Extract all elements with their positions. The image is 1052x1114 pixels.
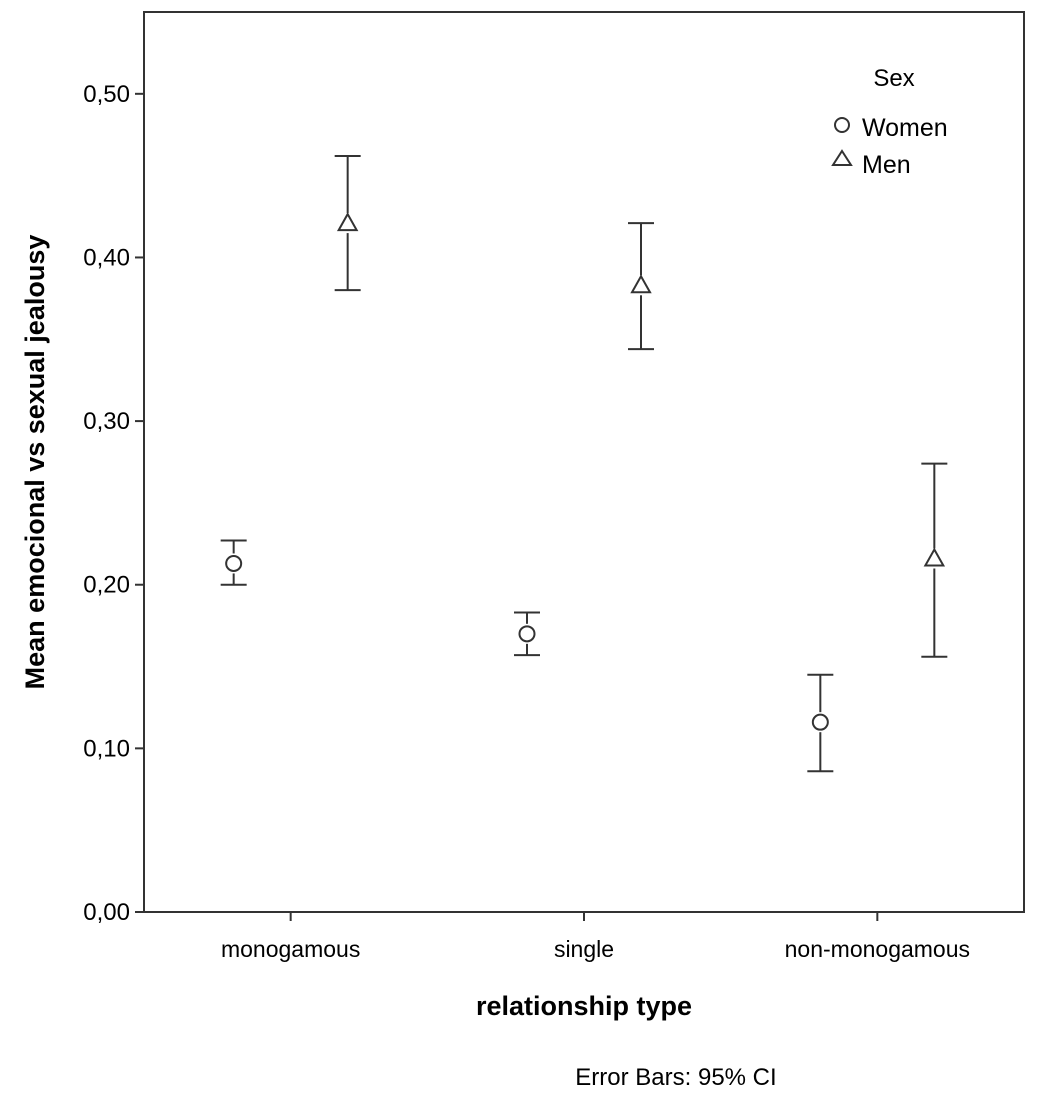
plot-frame bbox=[143, 11, 1025, 913]
legend-label-women: Women bbox=[862, 114, 948, 142]
mean-marker-triangle bbox=[630, 274, 652, 294]
x-axis-title: relationship type bbox=[476, 991, 692, 1021]
x-category-label: single bbox=[554, 936, 614, 962]
mean-marker-triangle bbox=[336, 212, 359, 232]
legend-title: Sex bbox=[873, 65, 914, 92]
legend-label-men: Men bbox=[862, 151, 911, 179]
mean-marker-circle bbox=[811, 713, 829, 731]
y-tick-label: 0,40 bbox=[83, 244, 130, 271]
legend-marker-men bbox=[831, 149, 853, 166]
y-tick-label: 0,10 bbox=[83, 735, 130, 762]
series-women bbox=[220, 539, 834, 773]
y-tick-label: 0,50 bbox=[83, 81, 130, 108]
mean-marker-circle bbox=[225, 554, 243, 572]
series-layer bbox=[220, 155, 948, 773]
mean-marker-circle bbox=[518, 625, 536, 643]
y-axis: 0,00 0,10 0,20 0,30 0,40 0,50 bbox=[83, 81, 144, 926]
error-bars-footnote: Error Bars: 95% CI bbox=[575, 1064, 776, 1091]
series-men bbox=[334, 155, 948, 658]
legend-marker-women bbox=[834, 117, 850, 133]
x-category-label: monogamous bbox=[221, 936, 360, 962]
y-tick-label: 0,20 bbox=[83, 572, 130, 599]
x-axis: monogamous single non-monogamous bbox=[221, 912, 970, 962]
y-axis-title: Mean emocional vs sexual jealousy bbox=[20, 235, 50, 690]
x-category-label: non-monogamous bbox=[785, 936, 970, 962]
mean-marker-triangle bbox=[923, 547, 946, 567]
legend: Sex Women Men bbox=[831, 65, 948, 179]
y-tick-label: 0,30 bbox=[83, 408, 130, 435]
y-tick-label: 0,00 bbox=[83, 899, 130, 926]
